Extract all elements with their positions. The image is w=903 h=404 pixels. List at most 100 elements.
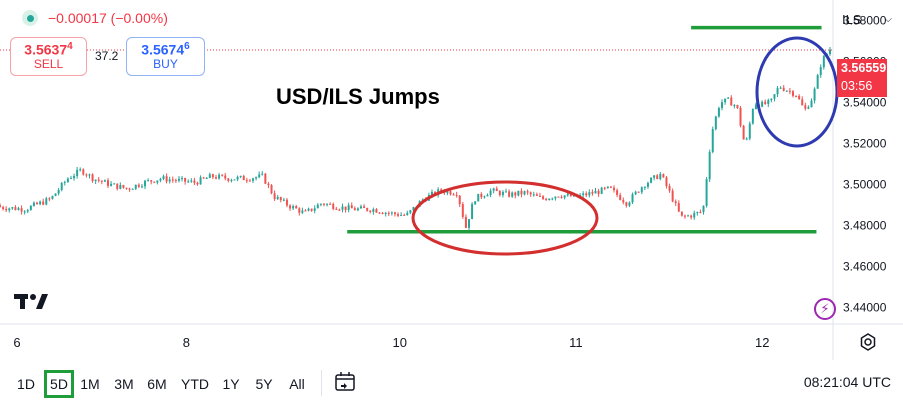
candle-body xyxy=(582,193,585,196)
candle-body xyxy=(125,187,128,189)
candle-body xyxy=(511,192,514,197)
candle-body xyxy=(643,186,646,188)
candle-body xyxy=(381,213,384,215)
candle-body xyxy=(471,204,474,220)
candle-body xyxy=(366,208,369,211)
candle-body xyxy=(733,105,736,107)
candle-body xyxy=(326,203,329,205)
timeframe-5y[interactable]: 5Y xyxy=(255,376,273,392)
candle-body xyxy=(267,183,270,186)
candle-body xyxy=(804,105,807,109)
candle-body xyxy=(702,205,705,213)
candle-body xyxy=(585,193,588,196)
candle-body xyxy=(523,191,526,195)
timeframe-6m[interactable]: 6M xyxy=(147,376,167,392)
candle-body xyxy=(134,184,137,189)
candle-body xyxy=(261,173,264,175)
candle-body xyxy=(474,201,477,205)
timeframe-1d[interactable]: 1D xyxy=(17,376,35,392)
candle-body xyxy=(224,175,227,179)
timeframe-5d[interactable]: 5D xyxy=(44,370,74,398)
utc-clock[interactable]: 08:21:04 UTC xyxy=(803,374,891,390)
candle-body xyxy=(498,191,501,196)
candle-body xyxy=(165,176,168,182)
timeframe-1m[interactable]: 1M xyxy=(80,376,100,392)
candle-body xyxy=(591,192,594,194)
breakout-highlight-ellipse xyxy=(755,36,839,148)
candle-body xyxy=(17,208,20,210)
candle-body xyxy=(360,206,363,209)
y-tick-label: 3.50000 xyxy=(843,178,887,192)
candle-body xyxy=(671,190,674,202)
candle-body xyxy=(94,179,97,182)
candle-body xyxy=(674,201,677,204)
candle-body xyxy=(177,178,180,181)
candle-body xyxy=(202,177,205,179)
x-tick-label: 11 xyxy=(569,335,583,350)
timeframe-3m[interactable]: 3M xyxy=(114,376,134,392)
candle-body xyxy=(341,206,344,210)
candle-body xyxy=(773,94,776,99)
candle-body xyxy=(677,203,680,212)
candle-body xyxy=(301,210,304,213)
candle-body xyxy=(91,174,94,182)
candle-body xyxy=(174,180,177,182)
buy-price: 3.56746 xyxy=(141,41,190,59)
gear-icon[interactable] xyxy=(858,332,878,352)
candle-body xyxy=(264,173,267,184)
currency-selector[interactable]: ILS ⌵ xyxy=(834,6,900,32)
candle-body xyxy=(119,184,122,189)
candle-body xyxy=(640,187,643,193)
candle-body xyxy=(829,49,831,54)
candle-body xyxy=(782,87,785,91)
candle-body xyxy=(788,90,791,92)
candle-body xyxy=(736,105,739,108)
candle-body xyxy=(282,199,285,201)
buy-button[interactable]: 3.56746 BUY xyxy=(126,37,205,76)
candle-body xyxy=(400,214,403,216)
candle-body xyxy=(508,191,511,197)
candle-body xyxy=(390,212,393,214)
candle-body xyxy=(742,125,745,140)
candle-body xyxy=(196,182,199,185)
candle-body xyxy=(319,203,322,205)
candle-body xyxy=(637,191,640,193)
candle-body xyxy=(791,91,794,96)
timeframe-all[interactable]: All xyxy=(289,376,305,392)
price-change-text: −0.00017 (−0.00%) xyxy=(48,10,168,26)
candle-body xyxy=(378,212,381,214)
candle-body xyxy=(255,177,258,179)
candle-body xyxy=(542,196,545,199)
candle-body xyxy=(489,190,492,196)
candle-body xyxy=(708,151,711,180)
candle-body xyxy=(221,174,224,176)
candle-body xyxy=(446,190,449,194)
candle-body xyxy=(548,198,551,201)
candle-body xyxy=(631,194,634,203)
candle-body xyxy=(483,196,486,198)
candle-body xyxy=(45,198,48,205)
candle-body xyxy=(0,205,1,208)
candle-body xyxy=(372,209,375,212)
candle-body xyxy=(307,208,310,211)
x-tick-label: 12 xyxy=(755,335,769,350)
candle-body xyxy=(205,178,208,180)
candle-body xyxy=(455,194,458,196)
candle-body xyxy=(616,190,619,196)
timeframe-1y[interactable]: 1Y xyxy=(222,376,240,392)
candle-body xyxy=(168,179,171,182)
date-range-icon[interactable] xyxy=(333,370,357,394)
candle-body xyxy=(776,88,779,95)
candle-body xyxy=(764,101,767,105)
candle-body xyxy=(646,182,649,187)
sell-button[interactable]: 3.56374 SELL xyxy=(10,37,87,76)
candle-body xyxy=(88,174,91,176)
candle-body xyxy=(529,192,532,195)
timeframe-ytd[interactable]: YTD xyxy=(181,376,209,392)
candle-body xyxy=(32,202,35,206)
lightning-icon[interactable]: ⚡ xyxy=(814,298,836,320)
candle-body xyxy=(338,209,341,211)
candle-body xyxy=(128,188,131,190)
candle-body xyxy=(208,174,211,179)
toolbar-divider xyxy=(321,370,322,396)
